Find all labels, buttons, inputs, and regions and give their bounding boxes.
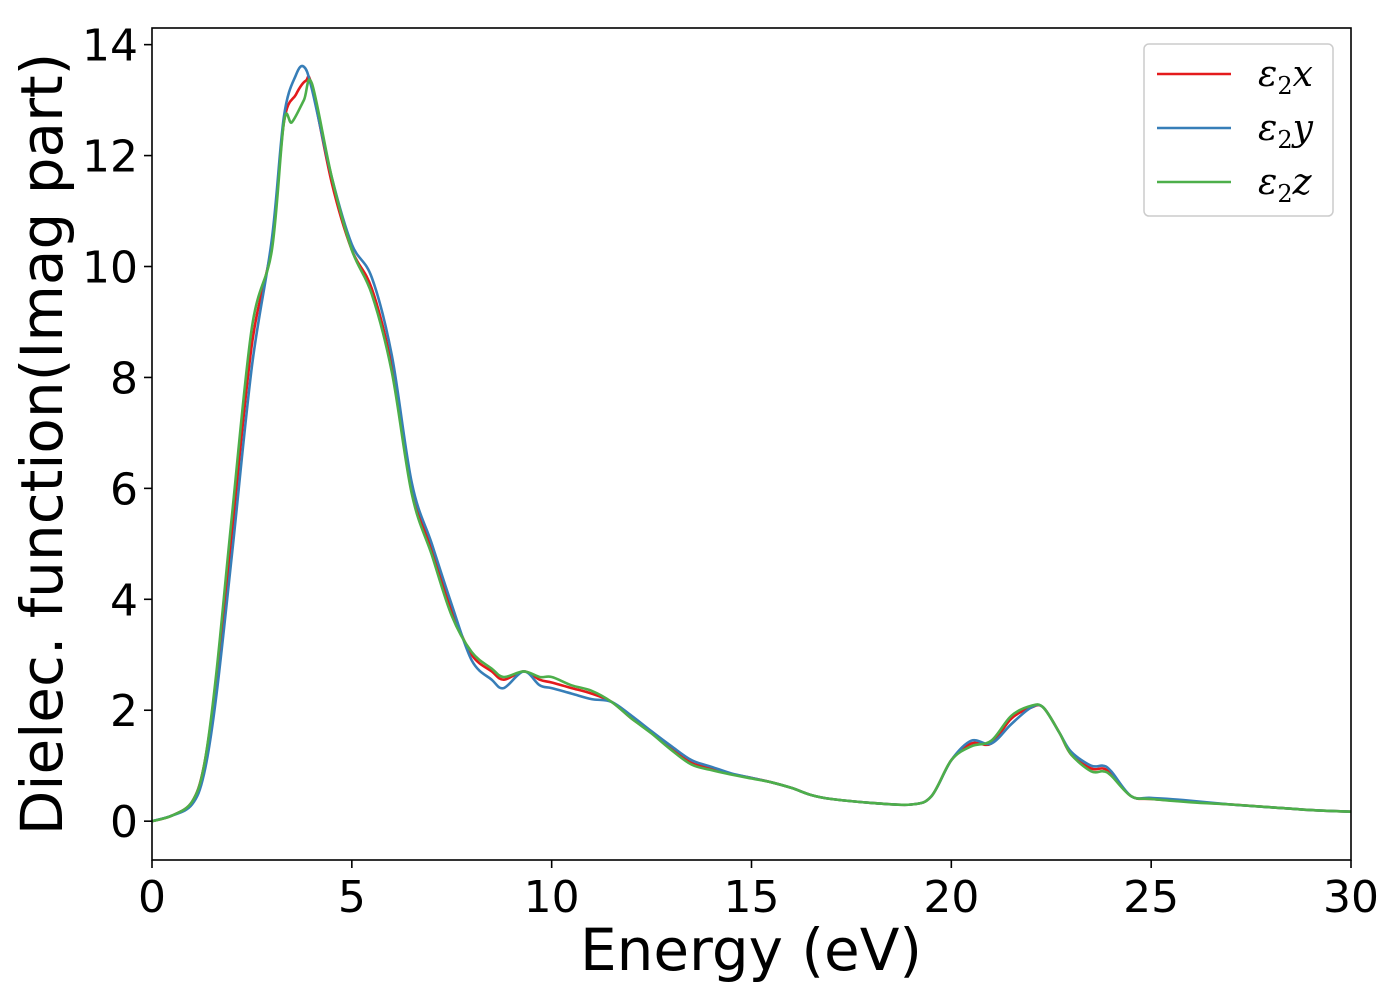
x-tick-label: 10 xyxy=(524,872,580,923)
plot-lines xyxy=(152,64,1351,823)
legend-label-y: ε2y xyxy=(1258,108,1314,154)
x-tick-label: 0 xyxy=(138,872,166,923)
y-tick-label: 8 xyxy=(110,353,138,404)
x-tick-label: 20 xyxy=(923,872,979,923)
series-line-z xyxy=(152,78,1351,823)
y-tick-label: 12 xyxy=(82,132,138,183)
y-tick-label: 0 xyxy=(110,797,138,848)
x-tick-label: 25 xyxy=(1123,872,1179,923)
legend-box xyxy=(1143,43,1334,217)
y-axis-ticks: 0 2 4 6 8 10 12 14 xyxy=(82,21,152,848)
legend-label-x: ε2x xyxy=(1258,54,1313,100)
y-tick-label: 4 xyxy=(110,575,138,626)
y-tick-label: 14 xyxy=(82,21,138,72)
y-tick-label: 10 xyxy=(82,243,138,294)
x-tick-label: 5 xyxy=(338,872,366,923)
legend: ε2x ε2y ε2z xyxy=(1143,43,1334,217)
x-tick-label: 15 xyxy=(724,872,780,923)
legend-label-z: ε2z xyxy=(1258,162,1313,208)
y-tick-label: 6 xyxy=(110,464,138,515)
x-axis-title: Energy (eV) xyxy=(580,916,922,984)
x-axis-ticks: 0 5 10 15 20 25 30 xyxy=(138,860,1379,923)
x-tick-label: 30 xyxy=(1323,872,1379,923)
y-axis-title: Dielec. function(Imag part) xyxy=(8,53,76,836)
y-tick-label: 2 xyxy=(110,686,138,737)
